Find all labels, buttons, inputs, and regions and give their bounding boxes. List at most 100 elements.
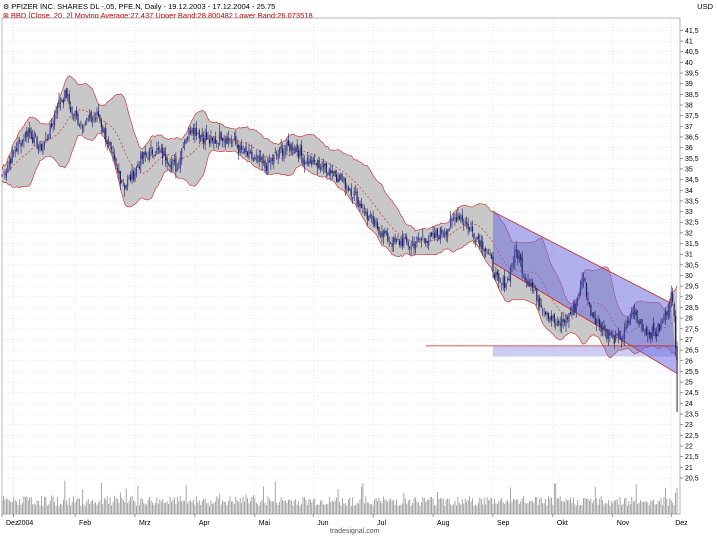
candle-body [487,253,490,255]
volume-bar [426,499,428,514]
volume-bar [209,505,210,514]
volume-bar [118,502,120,514]
volume-bar [155,503,156,514]
candle-body [83,127,85,128]
volume-bar [489,498,491,514]
candle-body [74,113,76,119]
volume-bar [366,502,368,514]
candle-body [311,160,313,166]
volume-bar [269,499,270,514]
volume-bar [486,497,488,514]
candle-body [331,170,333,173]
candle-body [574,303,576,313]
candle-body [496,271,498,276]
candle-body [327,172,329,175]
trend-channel-fill [492,211,678,374]
candle-body [128,176,130,180]
candle-body [91,119,94,122]
candle-body [4,173,6,175]
volume-bar [628,501,630,514]
volume-bar [597,504,599,514]
volume-bar [254,497,256,514]
currency-label: USD [697,2,713,11]
candle-body [224,139,227,143]
y-tick-label: 38,5 [685,92,699,99]
candle-body [663,318,665,320]
candle-body [502,277,504,287]
volume-bar [643,502,644,514]
candle-body [644,329,646,331]
candle-body [585,282,588,297]
candle-body [314,159,316,162]
volume-bar [24,497,26,514]
candle-body [471,226,474,232]
candle-body [480,240,482,250]
candle-body [283,150,285,159]
volume-bar [214,501,216,514]
volume-bar [654,504,656,514]
candle-body [382,230,384,238]
candle-body [179,157,181,168]
volume-bar [637,504,639,514]
y-tick-label: 23 [685,422,693,429]
volume-bar [362,483,364,514]
volume-bar [450,504,451,514]
volume-bar [632,501,634,514]
candle-body [156,148,158,155]
candle-body [70,106,72,113]
volume-bar [33,503,35,514]
y-tick-label: 37,5 [685,113,699,120]
y-tick-label: 26 [685,358,693,365]
volume-bar [438,498,440,514]
candle-body [122,184,124,186]
candle-body [201,133,203,137]
volume-bar [292,505,294,514]
volume-bar [138,505,140,514]
volume-bar [508,503,510,514]
volume-bar [185,485,187,514]
candle-body [94,117,97,121]
candle-body [639,322,642,324]
volume-bar [52,496,54,514]
volume-bar [206,503,207,514]
candle-body [293,149,295,154]
candle-body [51,122,53,128]
candle-body [641,319,643,331]
volume-bar [346,505,348,514]
candle-body [344,178,346,189]
candle-body [208,139,211,144]
volume-bar [83,504,85,514]
candle-body [219,131,221,145]
candle-body [137,164,139,167]
volume-bar [515,499,517,514]
x-tick-label: Jul [377,520,386,527]
volume-bar [606,503,608,514]
volume-bar [95,501,96,514]
volume-bar [267,496,269,514]
candle-body [40,143,43,151]
candle-body [118,170,120,174]
volume-bar [336,497,338,514]
candle-body [531,282,534,288]
candle-body [645,327,647,335]
settings-icon[interactable]: ⚙ [3,4,10,11]
candle-body [436,228,439,236]
y-tick-label: 35 [685,166,693,173]
volume-bar [342,498,343,514]
candle-body [483,249,485,251]
candle-body [350,188,352,197]
volume-bar [413,498,415,514]
volume-bar [453,504,454,514]
volume-bar [536,497,538,514]
volume-bar [301,503,302,514]
candle-body [486,253,488,255]
candle-body [569,311,572,314]
volume-bar [618,504,620,514]
volume-bar [635,484,637,514]
volume-bar [302,497,304,514]
indicator-toggle-icon[interactable]: ⊠ [3,13,9,20]
volume-bar [358,503,359,514]
candle-body [5,170,7,178]
